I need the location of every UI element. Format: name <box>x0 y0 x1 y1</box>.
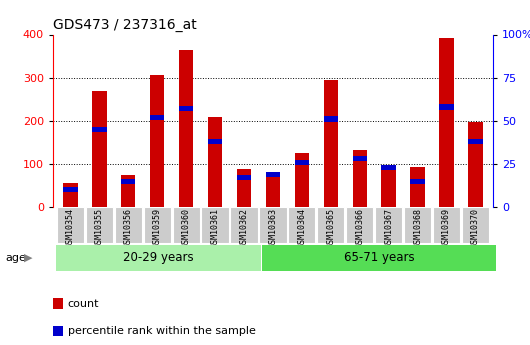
Text: 65-71 years: 65-71 years <box>343 252 414 264</box>
Text: GSM10368: GSM10368 <box>413 208 422 248</box>
Bar <box>382 165 396 170</box>
Bar <box>144 207 171 243</box>
Bar <box>404 207 431 243</box>
Text: GSM10370: GSM10370 <box>471 208 480 248</box>
Text: GSM10367: GSM10367 <box>384 208 393 248</box>
Text: GSM10356: GSM10356 <box>123 208 132 248</box>
Bar <box>346 207 373 243</box>
Text: percentile rank within the sample: percentile rank within the sample <box>68 326 255 336</box>
Bar <box>179 50 193 207</box>
Bar <box>295 153 309 207</box>
Bar <box>259 207 287 243</box>
Text: GDS473 / 237316_at: GDS473 / 237316_at <box>53 18 197 32</box>
Bar <box>410 167 425 207</box>
Bar <box>382 166 396 207</box>
Bar <box>114 207 142 243</box>
Bar <box>173 207 200 243</box>
Text: GSM10359: GSM10359 <box>153 208 162 248</box>
Bar <box>266 171 280 177</box>
Text: GSM10364: GSM10364 <box>297 208 306 248</box>
Text: GSM10362: GSM10362 <box>240 208 249 248</box>
Bar <box>201 207 228 243</box>
Text: GSM10360: GSM10360 <box>182 208 191 248</box>
Text: GSM10363: GSM10363 <box>269 208 277 248</box>
Bar <box>462 207 489 243</box>
Bar <box>121 175 136 207</box>
Bar <box>86 207 113 243</box>
Bar <box>352 156 367 161</box>
Bar <box>57 207 84 243</box>
Bar <box>92 127 107 132</box>
Bar <box>121 179 136 184</box>
Bar <box>288 207 315 243</box>
Text: GSM10365: GSM10365 <box>326 208 335 248</box>
Text: GSM10354: GSM10354 <box>66 208 75 248</box>
Bar <box>237 169 251 207</box>
Bar <box>208 117 222 207</box>
Bar <box>439 38 454 207</box>
Bar <box>266 176 280 207</box>
Text: 20-29 years: 20-29 years <box>123 252 194 264</box>
Bar <box>179 106 193 111</box>
Bar <box>208 139 222 144</box>
Bar <box>295 159 309 165</box>
Text: GSM10355: GSM10355 <box>95 208 104 248</box>
Bar <box>231 207 258 243</box>
Text: count: count <box>68 299 99 308</box>
Bar <box>237 175 251 180</box>
Bar <box>439 104 454 110</box>
Bar <box>433 207 460 243</box>
Bar <box>150 76 164 207</box>
Bar <box>63 183 77 207</box>
Bar <box>469 139 483 144</box>
Text: ▶: ▶ <box>24 253 33 263</box>
Bar <box>375 207 402 243</box>
Bar <box>150 115 164 120</box>
Bar <box>324 117 338 122</box>
Bar <box>410 179 425 184</box>
Bar <box>352 150 367 207</box>
Text: GSM10361: GSM10361 <box>210 208 219 248</box>
Bar <box>469 122 483 207</box>
Bar <box>92 90 107 207</box>
Bar <box>317 207 344 243</box>
Bar <box>324 80 338 207</box>
Text: age: age <box>5 253 26 263</box>
Bar <box>63 187 77 193</box>
Text: GSM10366: GSM10366 <box>355 208 364 248</box>
Text: GSM10369: GSM10369 <box>442 208 451 248</box>
